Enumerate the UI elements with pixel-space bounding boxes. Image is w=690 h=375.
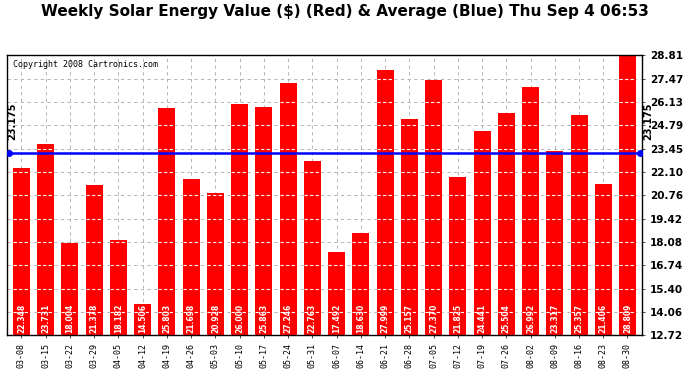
Bar	[207, 193, 224, 335]
Bar	[546, 151, 563, 335]
Text: 25.357: 25.357	[575, 304, 584, 333]
Text: Copyright 2008 Cartronics.com: Copyright 2008 Cartronics.com	[13, 60, 158, 69]
Bar	[595, 184, 612, 335]
Bar	[159, 108, 175, 335]
Text: 23.175: 23.175	[7, 102, 17, 140]
Bar	[497, 113, 515, 335]
Text: 17.492: 17.492	[332, 303, 341, 333]
Text: 28.809: 28.809	[623, 303, 632, 333]
Text: 21.825: 21.825	[453, 304, 462, 333]
Text: 27.370: 27.370	[429, 303, 438, 333]
Text: 25.157: 25.157	[405, 304, 414, 333]
Bar	[13, 168, 30, 335]
Bar	[425, 81, 442, 335]
Bar	[401, 119, 418, 335]
Bar	[231, 104, 248, 335]
Text: 21.698: 21.698	[187, 303, 196, 333]
Text: 25.803: 25.803	[162, 304, 171, 333]
Text: 22.763: 22.763	[308, 303, 317, 333]
Bar	[449, 177, 466, 335]
Text: 24.441: 24.441	[477, 304, 486, 333]
Text: 26.992: 26.992	[526, 304, 535, 333]
Text: 23.175: 23.175	[643, 102, 653, 140]
Bar	[377, 69, 393, 335]
Text: 21.406: 21.406	[599, 304, 608, 333]
Bar	[304, 160, 321, 335]
Bar	[353, 232, 369, 335]
Bar	[110, 240, 127, 335]
Bar	[135, 304, 151, 335]
Bar	[183, 179, 199, 335]
Text: 23.317: 23.317	[551, 303, 560, 333]
Text: 14.506: 14.506	[138, 304, 147, 333]
Text: 25.504: 25.504	[502, 304, 511, 333]
Text: 22.348: 22.348	[17, 303, 26, 333]
Text: 18.182: 18.182	[114, 303, 123, 333]
Bar	[571, 116, 587, 335]
Bar	[37, 144, 55, 335]
Text: 21.378: 21.378	[90, 303, 99, 333]
Text: 18.630: 18.630	[356, 303, 365, 333]
Bar	[61, 243, 79, 335]
Text: Weekly Solar Energy Value ($) (Red) & Average (Blue) Thu Sep 4 06:53: Weekly Solar Energy Value ($) (Red) & Av…	[41, 4, 649, 19]
Text: 27.246: 27.246	[284, 303, 293, 333]
Text: 18.004: 18.004	[66, 303, 75, 333]
Bar	[279, 82, 297, 335]
Text: 20.928: 20.928	[211, 303, 220, 333]
Bar	[522, 87, 539, 335]
Text: 27.999: 27.999	[381, 303, 390, 333]
Bar	[328, 252, 345, 335]
Text: 26.000: 26.000	[235, 304, 244, 333]
Bar	[86, 185, 103, 335]
Text: 23.731: 23.731	[41, 303, 50, 333]
Bar	[619, 56, 636, 335]
Bar	[473, 131, 491, 335]
Text: 25.863: 25.863	[259, 304, 268, 333]
Bar	[255, 106, 273, 335]
